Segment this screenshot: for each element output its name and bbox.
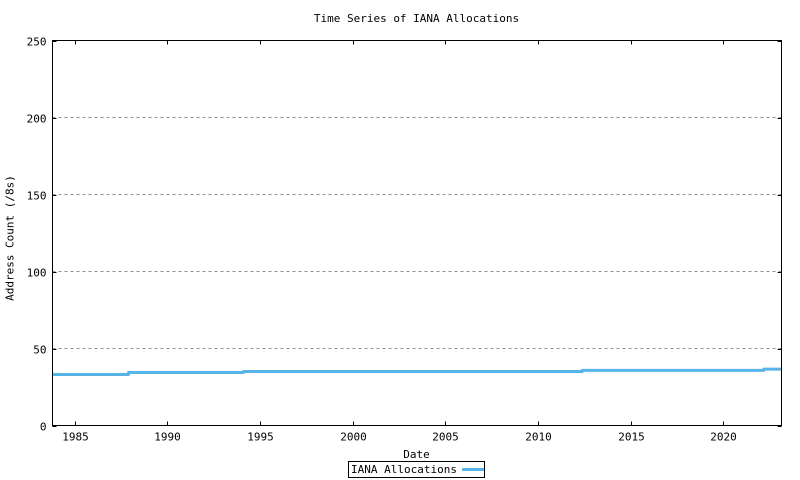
y-tick-label: 250 (27, 36, 47, 49)
legend-line-sample (461, 468, 484, 471)
x-tick-label: 2005 (432, 431, 459, 444)
x-tick-label: 1990 (154, 431, 181, 444)
y-tick-label: 100 (27, 267, 47, 280)
x-tick-label: 1985 (62, 431, 89, 444)
x-tick-label: 2000 (340, 431, 367, 444)
y-tick-label: 150 (27, 190, 47, 203)
y-tick-label: 50 (33, 344, 46, 357)
x-tick-label: 2020 (710, 431, 737, 444)
y-tick-label: 200 (27, 113, 47, 126)
y-tick-label: 0 (40, 421, 47, 434)
chart-title: Time Series of IANA Allocations (313, 12, 520, 25)
legend-series-label: IANA Allocations (351, 463, 457, 476)
legend: IANA Allocations (348, 461, 485, 478)
x-tick-label: 2010 (525, 431, 552, 444)
plot-frame (52, 40, 782, 426)
x-tick-label: 1995 (247, 431, 274, 444)
data-series-line (52, 367, 782, 377)
x-axis-label: Date (403, 448, 430, 461)
x-tick-label: 2015 (618, 431, 645, 444)
